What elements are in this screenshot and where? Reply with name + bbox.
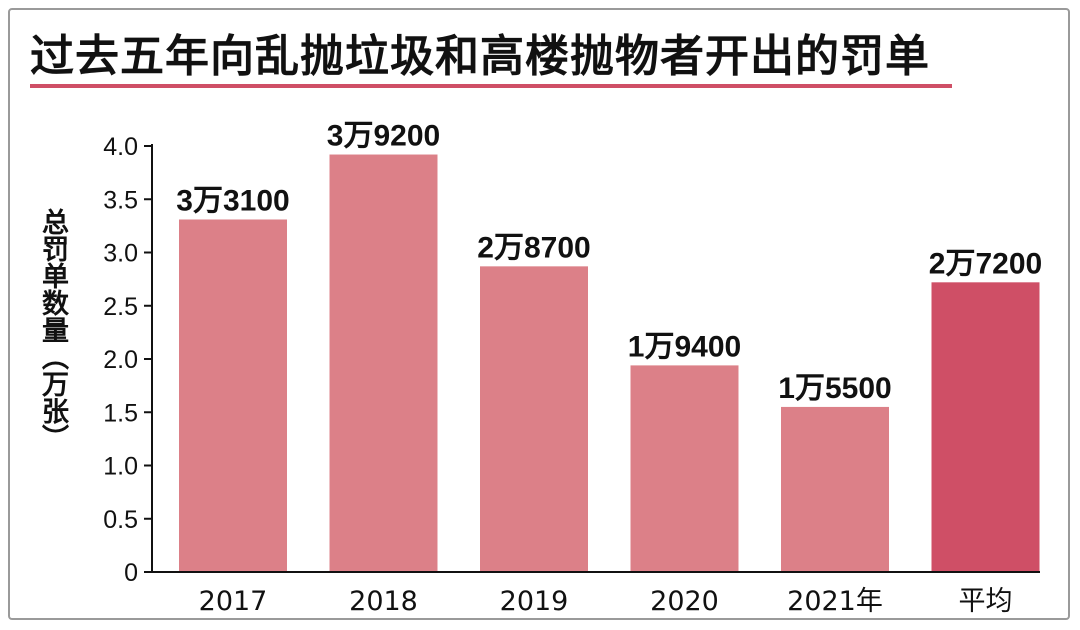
bars <box>179 154 1040 573</box>
bar-year <box>480 266 588 572</box>
y-tick-label: 2.0 <box>103 346 138 374</box>
y-tick-label: 0.5 <box>103 506 138 534</box>
title-underline <box>30 84 952 88</box>
x-category-label: 平均 <box>959 586 1013 617</box>
y-tick-label: 4.0 <box>103 133 138 161</box>
bar-value-label: 1万5500 <box>778 372 891 405</box>
y-tick-label: 0 <box>124 559 138 587</box>
bar-value-label: 3万9200 <box>327 120 440 153</box>
bar-year <box>179 219 287 573</box>
data-labels: 3万3100 3万9200 2万8700 1万9400 1万5500 2万7200 <box>176 120 1042 405</box>
y-axis-label: 总罚单数量（万张） <box>37 208 68 451</box>
x-category-label: 2017 <box>199 586 268 617</box>
bar-year <box>630 365 739 572</box>
bar-value-label: 3万3100 <box>176 184 289 217</box>
bar-value-label: 1万9400 <box>628 330 741 363</box>
x-category-label: 2018 <box>349 586 418 617</box>
y-tick-label: 1.5 <box>103 399 138 427</box>
x-axis-labels: 2017 2018 2019 2020 2021年 平均 <box>199 586 1013 617</box>
y-tick-label: 1.0 <box>103 453 138 481</box>
bar-year <box>329 154 438 572</box>
y-axis-ticks: 0 0.5 1.0 1.5 2.0 2.5 3.0 3.5 4.0 <box>103 133 152 587</box>
bar-year <box>781 406 889 572</box>
bar-average <box>931 282 1040 572</box>
y-tick-label: 3.5 <box>103 186 138 214</box>
x-category-label: 2021年 <box>787 586 883 617</box>
x-category-label: 2020 <box>650 586 719 617</box>
bar-value-label: 2万8700 <box>477 231 590 264</box>
y-tick-label: 3.0 <box>103 240 138 268</box>
x-category-label: 2019 <box>500 586 569 617</box>
bar-value-label: 2万7200 <box>929 247 1042 280</box>
y-tick-label: 2.5 <box>103 293 138 321</box>
chart-title: 过去五年向乱抛垃圾和高楼抛物者开出的罚单 <box>30 31 930 82</box>
